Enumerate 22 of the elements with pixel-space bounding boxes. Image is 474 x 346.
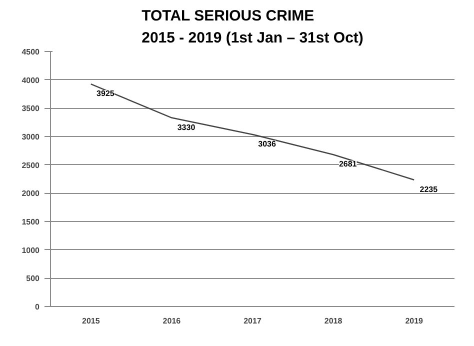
x-tick-label: 2018: [324, 316, 343, 326]
y-tick-label: 4000: [22, 76, 40, 85]
x-tick-label: 2015: [82, 316, 100, 326]
x-tick-label: 2016: [162, 316, 182, 326]
x-tick-label: 2017: [244, 316, 262, 326]
y-tick-label: 2000: [22, 189, 40, 198]
y-tick-label: 0: [35, 302, 40, 312]
y-tick-label: 3000: [22, 132, 40, 142]
data-label: 3925: [96, 89, 115, 98]
y-tick-label: 3500: [22, 104, 40, 114]
data-label: 3330: [177, 122, 196, 132]
line-series: [90, 83, 415, 180]
y-tick-label: 1500: [22, 218, 40, 226]
y-tick-label: 500: [26, 274, 40, 284]
y-tick-label: 1000: [22, 246, 40, 255]
chart-title: TOTAL SERIOUS CRIME 2015 - 2019 (1st Jan – 31st Oct): [142, 7, 364, 46]
x-tick-label: 2019: [405, 316, 424, 326]
data-label: 3036: [258, 139, 277, 148]
data-label: 2235: [420, 184, 438, 194]
y-tick-label: 2500: [22, 160, 40, 170]
y-tick-label: 4500: [22, 48, 40, 56]
data-label: 2681: [338, 160, 358, 169]
